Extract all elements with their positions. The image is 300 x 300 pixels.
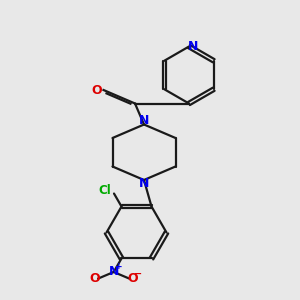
Text: N: N — [188, 40, 199, 53]
Text: N: N — [139, 114, 149, 128]
Text: O: O — [127, 272, 138, 285]
Text: Cl: Cl — [98, 184, 111, 197]
Text: +: + — [115, 262, 123, 271]
Text: −: − — [134, 269, 142, 279]
Text: N: N — [139, 177, 149, 190]
Text: O: O — [92, 83, 102, 97]
Text: O: O — [90, 272, 101, 285]
Text: N: N — [109, 266, 119, 278]
